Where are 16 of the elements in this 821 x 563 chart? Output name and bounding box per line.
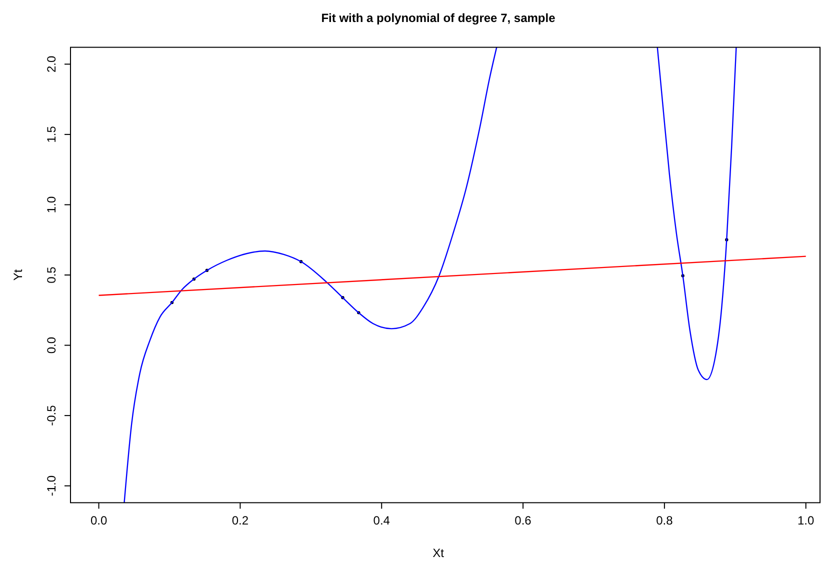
x-tick-label: 0.8: [656, 514, 674, 528]
x-tick-label: 0.2: [232, 514, 249, 528]
x-tick-label: 1.0: [798, 514, 815, 528]
y-tick-label: 1.0: [44, 196, 58, 214]
y-tick-label: 2.0: [44, 56, 58, 73]
y-tick-label: -1.0: [44, 475, 58, 496]
y-tick-label: 0.5: [44, 266, 58, 284]
x-tick-label: 0.0: [90, 514, 108, 528]
x-axis-title: Xt: [432, 546, 445, 560]
x-tick-label: 0.6: [514, 514, 532, 528]
y-tick-label: 1.5: [44, 126, 58, 143]
y-tick-label: 0.0: [44, 336, 58, 354]
x-tick-label: 0.4: [373, 514, 390, 528]
chart-title: Fit with a polynomial of degree 7, sample: [321, 11, 556, 25]
y-tick-label: -0.5: [44, 404, 58, 426]
y-axis-title: Yt: [11, 268, 25, 281]
